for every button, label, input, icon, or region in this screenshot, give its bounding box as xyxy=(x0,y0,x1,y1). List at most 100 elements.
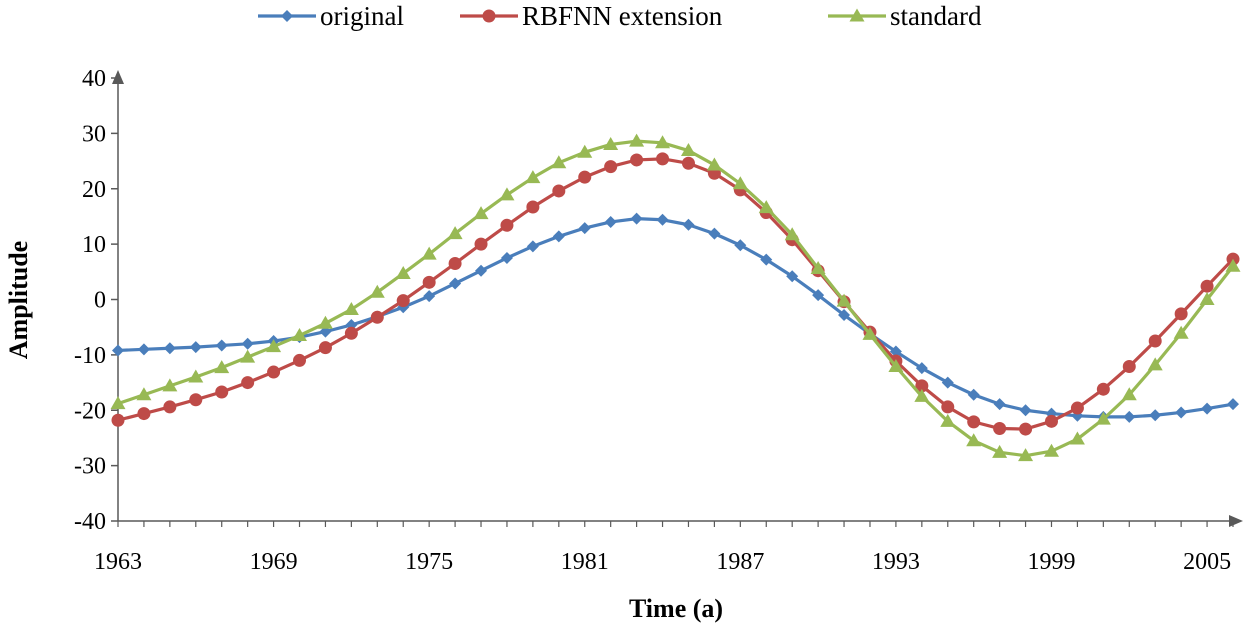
y-tick-label: -20 xyxy=(74,398,106,424)
x-tick-label: 1987 xyxy=(716,549,764,575)
legend-item-rbfnn-extension: RBFNN extension xyxy=(460,1,723,31)
data-point xyxy=(422,275,436,289)
data-point xyxy=(317,315,333,329)
data-point xyxy=(812,289,825,302)
data-point xyxy=(215,339,228,352)
x-axis-ticks: 1963 1969 1975 1981 1987 1993 1999 2005 xyxy=(94,521,1234,575)
data-point xyxy=(526,200,540,214)
data-point xyxy=(1095,411,1111,425)
data-point xyxy=(836,293,852,307)
legend-swatch-marker xyxy=(849,8,865,22)
data-point xyxy=(993,398,1006,411)
data-point xyxy=(1043,443,1059,457)
data-point xyxy=(292,327,308,341)
data-point xyxy=(1070,401,1084,415)
data-point xyxy=(475,264,488,277)
data-point xyxy=(915,379,929,393)
data-point xyxy=(112,344,124,357)
y-tick-label: 30 xyxy=(82,121,106,147)
series-line-rbfnn-extension xyxy=(117,157,1235,431)
data-point xyxy=(966,433,982,447)
x-tick-label: 1981 xyxy=(561,549,609,575)
data-point xyxy=(1121,387,1137,401)
legend-label: standard xyxy=(890,1,982,31)
data-point xyxy=(1174,307,1188,321)
data-point xyxy=(1044,414,1058,428)
data-point xyxy=(604,215,617,228)
data-point xyxy=(163,342,176,355)
data-point xyxy=(967,415,981,429)
y-tick-label: -10 xyxy=(74,343,106,369)
data-point xyxy=(240,349,256,363)
x-axis-title: Time (a) xyxy=(629,594,723,623)
x-tick-label: 1999 xyxy=(1027,549,1075,575)
data-point xyxy=(552,184,566,198)
data-point xyxy=(189,341,202,354)
data-point xyxy=(370,310,384,324)
data-point xyxy=(395,265,411,279)
data-point xyxy=(500,251,513,264)
data-point xyxy=(421,246,437,260)
y-tick-label: 0 xyxy=(94,288,106,314)
data-point xyxy=(1069,431,1085,445)
y-axis-ticks: -40 -30 -20 -10 0 10 20 30 40 xyxy=(74,66,118,535)
legend: original RBFNN extension standard xyxy=(258,1,982,31)
data-point xyxy=(578,170,592,184)
y-tick-label: -30 xyxy=(74,454,106,480)
data-point xyxy=(214,360,230,374)
data-point xyxy=(915,362,928,375)
data-point xyxy=(786,270,799,283)
legend-item-original: original xyxy=(258,1,404,31)
data-point xyxy=(992,444,1008,458)
data-point xyxy=(137,407,151,421)
data-point xyxy=(241,337,254,350)
series-standard xyxy=(110,133,1241,462)
data-point xyxy=(967,388,980,401)
legend-swatch-marker xyxy=(281,10,293,22)
data-point xyxy=(941,376,954,389)
axes xyxy=(112,70,1243,527)
data-point xyxy=(344,326,358,340)
data-point xyxy=(656,213,669,226)
y-axis-title: Amplitude xyxy=(4,241,33,359)
data-point xyxy=(1225,258,1241,272)
x-tick-label: 1963 xyxy=(94,549,142,575)
data-point xyxy=(1019,422,1033,436)
data-point xyxy=(136,387,152,401)
data-point xyxy=(940,413,956,427)
data-point xyxy=(706,157,722,171)
data-point xyxy=(500,218,514,232)
data-point xyxy=(1147,357,1163,371)
data-point xyxy=(449,277,462,290)
legend-item-standard: standard xyxy=(828,1,982,31)
data-point xyxy=(318,341,332,355)
data-point xyxy=(732,176,748,190)
data-point xyxy=(1199,292,1215,305)
x-tick-label: 1969 xyxy=(250,549,298,575)
data-point xyxy=(889,345,902,358)
data-point xyxy=(266,339,282,353)
data-point xyxy=(525,170,541,184)
y-tick-label: -40 xyxy=(74,509,106,535)
data-point xyxy=(162,378,178,392)
data-point xyxy=(838,309,851,322)
data-point xyxy=(862,326,878,340)
data-point xyxy=(110,396,126,410)
data-point xyxy=(423,290,436,303)
data-point xyxy=(369,284,385,298)
series-line-original xyxy=(117,217,1234,419)
data-point xyxy=(888,359,904,373)
x-axis-arrow xyxy=(1229,515,1243,527)
data-point xyxy=(655,135,671,149)
data-point xyxy=(552,230,565,243)
data-point xyxy=(784,227,800,241)
data-point xyxy=(188,369,204,383)
data-point xyxy=(1019,404,1032,417)
data-point xyxy=(681,156,695,170)
data-point xyxy=(682,218,695,231)
data-point xyxy=(604,160,618,174)
x-tick-label: 1993 xyxy=(872,549,920,575)
data-point xyxy=(551,155,567,169)
series-line-standard xyxy=(117,139,1235,458)
data-point xyxy=(1227,398,1239,411)
